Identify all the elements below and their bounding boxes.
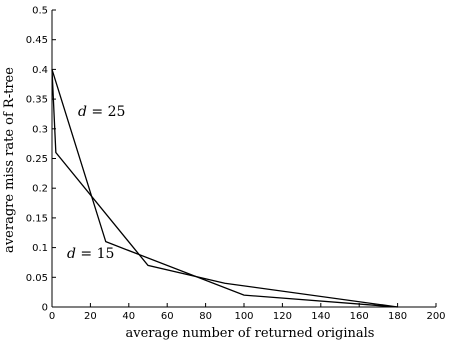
y-tick-label: 0.25: [26, 154, 48, 165]
x-tick-label: 140: [311, 311, 330, 322]
series-line-0: [51, 69, 398, 308]
y-tick-label: 0: [42, 303, 48, 314]
y-ticks: 0 0.05 0.1 0.15 0.2 0.25 0.3 0.35 0.4 0.45 0.5: [26, 6, 56, 314]
y-tick-label: 0.15: [26, 213, 48, 224]
y-tick-label: 0.45: [26, 35, 48, 46]
y-tick-label: 0.5: [32, 6, 48, 17]
x-tick-label: 80: [199, 311, 212, 322]
y-tick-label: 0.05: [26, 273, 48, 284]
annotation-d25: d = 25: [78, 104, 125, 120]
y-axis-title: averagre miss rate of R-tree: [2, 67, 17, 253]
x-tick-label: 120: [273, 311, 292, 322]
x-tick-label: 160: [350, 311, 369, 322]
x-tick-label: 180: [388, 311, 407, 322]
series-line-1: [51, 69, 398, 308]
y-tick-label: 0.1: [32, 243, 48, 254]
y-tick-label: 0.2: [32, 184, 48, 195]
y-tick-label: 0.4: [32, 65, 48, 76]
x-tick-label: 100: [234, 311, 253, 322]
x-tick-label: 200: [426, 311, 445, 322]
x-axis-title: average number of returned originals: [126, 326, 375, 341]
x-tick-label: 20: [84, 311, 97, 322]
y-tick-label: 0.3: [32, 124, 48, 135]
x-ticks: 0 20 40 60 80 100 120 140 160 180 200: [49, 303, 446, 322]
x-tick-label: 60: [161, 311, 174, 322]
annotation-d15: d = 15: [67, 246, 114, 262]
y-tick-label: 0.35: [26, 95, 48, 106]
x-tick-label: 0: [49, 311, 55, 322]
axes: [51, 10, 436, 308]
x-tick-label: 40: [122, 311, 135, 322]
series-lines: [51, 69, 398, 308]
